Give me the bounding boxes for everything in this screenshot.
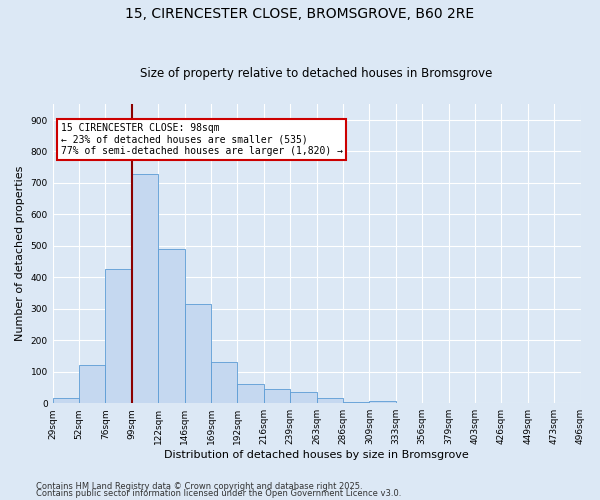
Bar — [370, 400, 396, 403]
Bar — [106, 270, 132, 403]
Bar — [158, 249, 185, 403]
X-axis label: Distribution of detached houses by size in Bromsgrove: Distribution of detached houses by size … — [164, 450, 469, 460]
Bar — [317, 398, 343, 403]
Y-axis label: Number of detached properties: Number of detached properties — [15, 166, 25, 342]
Bar — [343, 402, 370, 403]
Bar — [211, 362, 238, 403]
Bar — [53, 398, 79, 403]
Text: 15, CIRENCESTER CLOSE, BROMSGROVE, B60 2RE: 15, CIRENCESTER CLOSE, BROMSGROVE, B60 2… — [125, 8, 475, 22]
Bar — [264, 389, 290, 403]
Text: Contains HM Land Registry data © Crown copyright and database right 2025.: Contains HM Land Registry data © Crown c… — [36, 482, 362, 491]
Bar — [238, 384, 264, 403]
Bar — [132, 174, 158, 403]
Bar — [290, 392, 317, 403]
Text: Contains public sector information licensed under the Open Government Licence v3: Contains public sector information licen… — [36, 489, 401, 498]
Title: Size of property relative to detached houses in Bromsgrove: Size of property relative to detached ho… — [140, 66, 493, 80]
Text: 15 CIRENCESTER CLOSE: 98sqm
← 23% of detached houses are smaller (535)
77% of se: 15 CIRENCESTER CLOSE: 98sqm ← 23% of det… — [61, 123, 343, 156]
Bar — [185, 304, 211, 403]
Bar — [79, 366, 106, 403]
